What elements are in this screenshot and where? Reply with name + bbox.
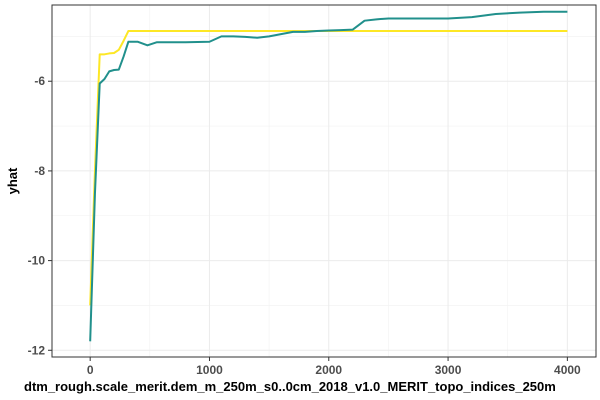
panel-border [51,4,597,358]
y-axis-title: yhat [5,167,20,194]
x-tick-label: 3000 [435,363,462,377]
series-line-1 [89,30,568,306]
y-axis: -12 -10 -8 -6 [28,74,52,357]
x-axis: 0 1000 2000 3000 4000 [87,357,581,377]
x-tick-label: 4000 [554,363,581,377]
minor-gridlines [52,5,596,357]
y-tick-label: -10 [28,254,46,268]
series-line-2 [89,10,568,342]
y-tick-label: -6 [34,74,45,88]
series-layer [89,10,568,342]
x-tick-label: 2000 [315,363,342,377]
major-gridlines [52,5,596,357]
x-tick-label: 1000 [196,363,223,377]
x-axis-title: dtm_rough.scale_merit.dem_m_250m_s0..0cm… [24,379,556,394]
y-tick-label: -12 [28,343,46,357]
x-tick-label: 0 [87,363,94,377]
y-tick-label: -8 [34,164,45,178]
panel-background [52,5,596,357]
